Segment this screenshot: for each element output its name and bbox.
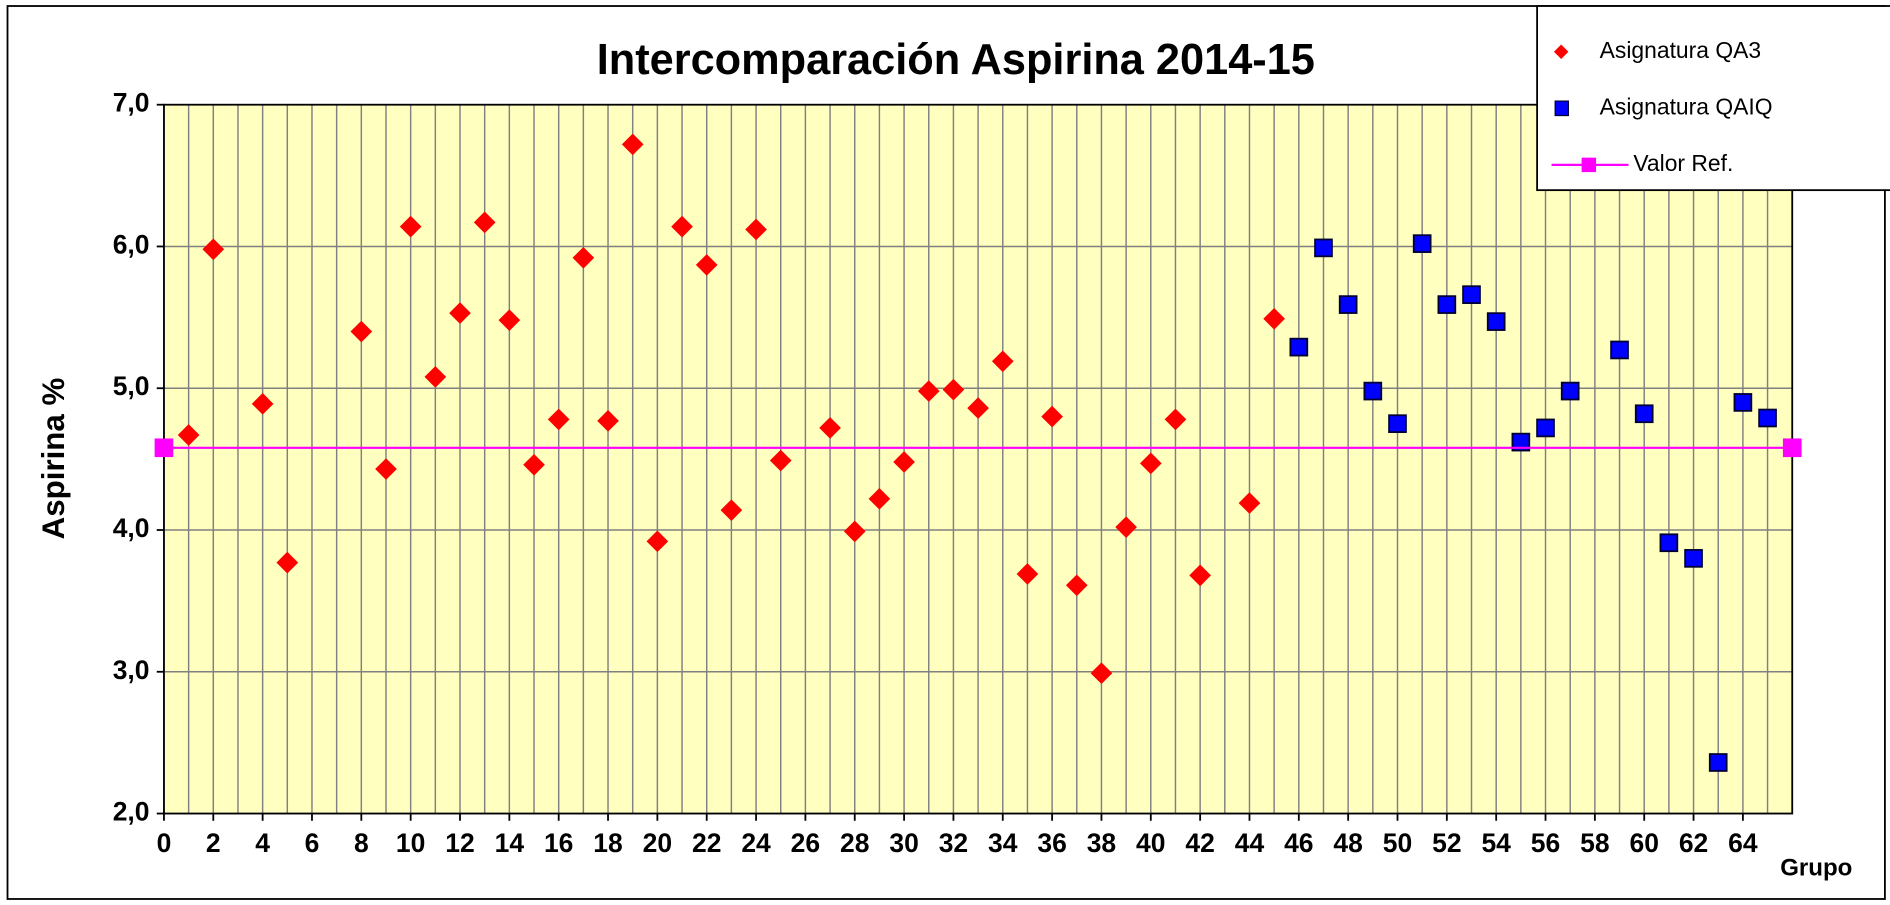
point (449, 302, 471, 324)
point (1560, 381, 1580, 401)
point (1090, 662, 1113, 685)
legend-swatch (1553, 44, 1569, 59)
x-tick-label: 28 (840, 828, 869, 858)
x-tick-label: 22 (692, 828, 721, 858)
point (1634, 404, 1654, 424)
x-tick-label: 4 (255, 828, 270, 858)
x-tick-label: 62 (1679, 828, 1708, 858)
point (1708, 753, 1728, 772)
point (498, 309, 521, 332)
point (1659, 533, 1679, 553)
x-tick-label: 8 (354, 828, 369, 858)
point (1536, 418, 1555, 438)
legend-label: Valor Ref. (1633, 150, 1733, 176)
x-tick-label: 0 (157, 828, 172, 858)
x-tick-label: 12 (445, 828, 474, 858)
x-tick-label: 6 (305, 828, 320, 858)
x-tick-label: 32 (939, 828, 968, 858)
x-tick-label: 26 (791, 828, 820, 858)
point (1511, 432, 1531, 452)
legend-label: Asignatura QAIQ (1600, 93, 1773, 119)
x-tick-label: 2 (206, 828, 221, 858)
point (1758, 408, 1777, 428)
point (154, 438, 174, 458)
chart-title: Intercomparación Aspirina 2014-15 (597, 36, 1315, 84)
point (399, 215, 422, 238)
legend: Asignatura QA3 Asignatura QAIQ Valor Ref. (1536, 5, 1890, 192)
point (1486, 312, 1506, 331)
x-tick-label: 38 (1087, 828, 1116, 858)
x-tick-label: 44 (1235, 828, 1265, 858)
x-tick-label: 50 (1383, 828, 1412, 858)
y-tick-label: 3,0 (113, 655, 150, 685)
legend-swatch (1554, 100, 1569, 117)
point (1462, 285, 1481, 304)
y-tick-label: 4,0 (113, 513, 150, 543)
x-tick-label: 40 (1136, 828, 1165, 858)
x-tick-label: 42 (1185, 828, 1214, 858)
x-tick-label: 34 (988, 828, 1018, 858)
point (1733, 393, 1753, 412)
point (202, 238, 225, 261)
point (1263, 307, 1285, 330)
y-tick-label: 7,0 (113, 88, 150, 118)
x-tick-label: 46 (1284, 828, 1313, 858)
x-tick-label: 30 (889, 828, 918, 858)
point (547, 408, 570, 431)
x-tick-label: 36 (1037, 828, 1066, 858)
x-tick-label: 14 (495, 828, 525, 858)
point (1338, 295, 1358, 314)
y-tick-label: 6,0 (113, 229, 150, 259)
point (695, 254, 718, 276)
point (1314, 238, 1333, 258)
point (424, 366, 447, 388)
point (276, 551, 299, 574)
x-tick-label: 60 (1629, 828, 1658, 858)
point (819, 417, 841, 439)
point (1684, 549, 1703, 568)
x-tick-label: 20 (643, 828, 672, 858)
y-axis-label: Aspirina % (36, 378, 71, 540)
point (769, 449, 792, 472)
x-tick-label: 10 (396, 828, 425, 858)
plot-border (163, 103, 1794, 815)
point (917, 380, 940, 402)
x-tick-label: 16 (544, 828, 573, 858)
point (1437, 295, 1457, 314)
point (1363, 381, 1383, 401)
point (473, 211, 496, 234)
y-tick-label: 2,0 (113, 797, 150, 827)
x-axis-label: Grupo (1780, 854, 1852, 881)
x-tick-label: 18 (593, 828, 622, 858)
point (177, 424, 200, 446)
point (671, 215, 693, 238)
x-tick-label: 58 (1580, 828, 1609, 858)
x-tick-label: 48 (1333, 828, 1362, 858)
point (1412, 234, 1432, 253)
x-tick-label: 56 (1531, 828, 1560, 858)
x-tick-label: 24 (741, 828, 771, 858)
legend-swatch (1581, 157, 1597, 173)
point (1782, 438, 1802, 458)
point (251, 392, 274, 415)
y-tick-label: 5,0 (113, 371, 150, 401)
point (1289, 337, 1309, 357)
point (1610, 340, 1629, 360)
x-tick-label: 54 (1481, 828, 1511, 858)
x-tick-label: 64 (1728, 828, 1758, 858)
point (350, 320, 373, 343)
point (1388, 414, 1407, 434)
point (523, 453, 545, 476)
legend-label: Asignatura QA3 (1600, 37, 1761, 63)
point (375, 458, 397, 480)
x-tick-label: 52 (1432, 828, 1461, 858)
point (967, 397, 989, 419)
point (1164, 408, 1187, 431)
point (942, 378, 965, 401)
